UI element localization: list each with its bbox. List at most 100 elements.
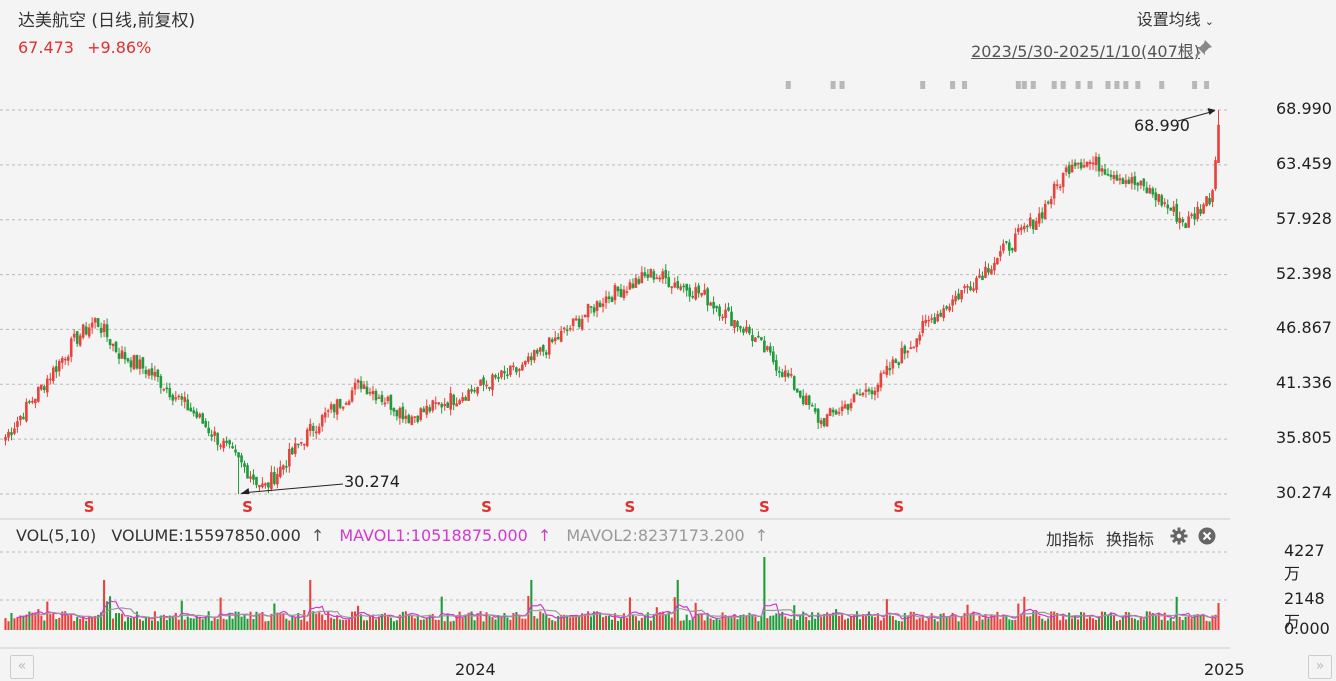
candle-body (700, 292, 703, 296)
price-tick-label: 35.805 (1276, 428, 1332, 448)
volume-bar (640, 617, 643, 630)
candle-body (273, 472, 276, 485)
volume-bar (231, 618, 234, 630)
volume-bar (1184, 616, 1187, 630)
candle-body (338, 398, 342, 408)
event-icon[interactable] (1021, 81, 1027, 89)
volume-bar (518, 614, 521, 630)
scroll-right-button[interactable]: » (1308, 655, 1332, 679)
event-icon[interactable] (920, 81, 926, 89)
candle-body (308, 423, 312, 432)
candle-body (769, 346, 772, 353)
volume-bar (1038, 615, 1041, 630)
candle-body (727, 307, 730, 311)
candle-body (703, 289, 706, 295)
ma-settings-button[interactable]: 设置均线 ⌄ (1137, 6, 1214, 30)
event-icon[interactable] (1192, 81, 1198, 89)
volume-bar (554, 621, 557, 630)
event-icon[interactable] (1075, 81, 1081, 89)
event-icon[interactable] (1030, 81, 1036, 89)
candle-body (778, 371, 781, 373)
volume-bar (52, 613, 55, 630)
event-icon[interactable] (839, 81, 845, 89)
volume-bar (428, 614, 431, 630)
candle-body (1073, 162, 1077, 167)
event-icon[interactable] (1204, 81, 1210, 89)
candle-body (60, 358, 64, 363)
volume-bar (715, 618, 718, 630)
scroll-left-button[interactable]: « (10, 655, 34, 679)
volume-bar (114, 613, 118, 630)
event-icon[interactable] (1060, 81, 1066, 89)
event-icon[interactable] (1015, 81, 1021, 89)
volume-bar (984, 614, 987, 630)
volume-bar (894, 620, 897, 630)
candle-body (951, 299, 954, 306)
event-icon[interactable] (785, 81, 791, 89)
candle-body (882, 372, 886, 374)
candle-body (1005, 241, 1008, 243)
event-icon[interactable] (1105, 81, 1111, 89)
gear-icon[interactable] (1170, 527, 1188, 545)
switch-indicator-button[interactable]: 换指标 (1106, 530, 1155, 549)
candle-body (1031, 219, 1035, 230)
candle-body (291, 447, 294, 455)
volume-bar (300, 619, 303, 630)
volume-bar (649, 620, 652, 630)
volume-bar (921, 615, 924, 630)
candle-body (1061, 172, 1065, 187)
event-icon[interactable] (1051, 81, 1057, 89)
volume-bar (814, 618, 817, 630)
candle-body (515, 367, 518, 373)
close-icon[interactable] (1198, 527, 1216, 545)
volume-bar (808, 620, 811, 630)
volume-bar (1172, 621, 1175, 630)
volume-bar (76, 616, 79, 630)
candle-body (963, 286, 966, 289)
mavol2-value: MAVOL2:8237173.200 (566, 526, 745, 545)
volume-bar (171, 615, 174, 630)
candle-body (891, 359, 895, 369)
pin-icon[interactable] (1194, 38, 1214, 58)
candle-body (574, 318, 578, 321)
date-range-link[interactable]: 2023/5/30-2025/1/10(407根) (971, 42, 1200, 61)
add-indicator-button[interactable]: 加指标 (1046, 530, 1095, 549)
volume-bar (960, 617, 963, 630)
volume-bar (838, 615, 841, 630)
price-line: 67.473 +9.86% (18, 38, 159, 57)
candle-body (763, 340, 766, 353)
candle-body (676, 281, 680, 289)
volume-bar (664, 613, 667, 630)
event-icon[interactable] (1087, 81, 1093, 89)
volume-bar (156, 621, 159, 630)
volume-bar (867, 611, 870, 630)
volume-bar (327, 610, 330, 630)
candle-body (81, 324, 85, 338)
volume-bar (721, 612, 724, 630)
event-icon[interactable] (950, 81, 956, 89)
volume-bar (951, 612, 954, 630)
volume-bar (727, 616, 730, 630)
candle-body (990, 269, 993, 274)
event-icon[interactable] (1123, 81, 1129, 89)
candle-body (1097, 156, 1101, 172)
volume-bar (599, 614, 602, 630)
volume-bar (1139, 616, 1142, 630)
volume-bar (123, 621, 127, 630)
event-icon[interactable] (1159, 81, 1165, 89)
candle-body (807, 395, 811, 405)
candle-body (888, 368, 892, 371)
candle-body (1043, 203, 1047, 220)
volume-bar (1062, 614, 1065, 630)
candle-body (1014, 233, 1017, 252)
volume-bar (578, 616, 581, 630)
event-icon[interactable] (1114, 81, 1120, 89)
event-icon[interactable] (962, 81, 968, 89)
candle-body (536, 349, 539, 354)
candle-body (604, 296, 608, 303)
event-icon[interactable] (830, 81, 836, 89)
event-icon[interactable] (1135, 81, 1141, 89)
volume-bar (679, 620, 682, 630)
candle-body (168, 388, 172, 398)
